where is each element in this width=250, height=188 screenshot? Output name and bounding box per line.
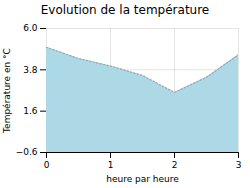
svg-text:Température en °C: Température en °C <box>2 48 12 134</box>
html-text:Evolution de la température: Evolution de la température <box>40 3 210 17</box>
svg-text:6.0: 6.0 <box>23 23 38 33</box>
svg-text:1: 1 <box>108 160 114 170</box>
svg-text:2: 2 <box>172 160 178 170</box>
svg-text:1.6: 1.6 <box>23 106 38 116</box>
svg-text:3: 3 <box>236 160 242 170</box>
svg-text:0: 0 <box>44 160 50 170</box>
svg-text:3.8: 3.8 <box>23 65 38 75</box>
svg-text:heure par heure: heure par heure <box>106 174 179 184</box>
svg-text:−0.6: −0.6 <box>16 147 38 157</box>
